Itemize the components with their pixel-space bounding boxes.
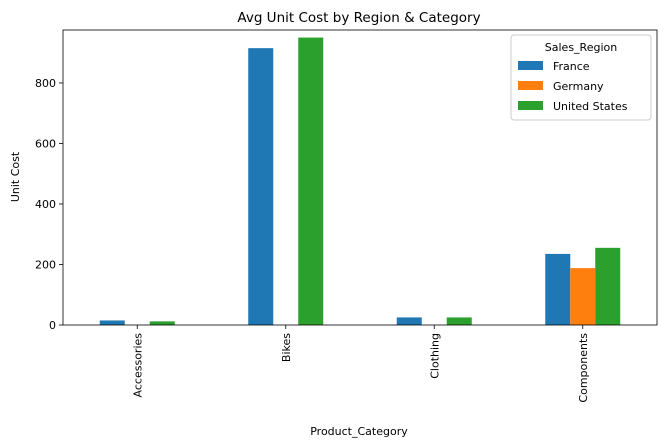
x-tick-label: Components	[577, 333, 590, 403]
legend-swatch	[518, 61, 543, 70]
bar-united-states-components	[595, 247, 621, 325]
plot-frame	[62, 29, 658, 326]
y-axis-label: Unit Cost	[9, 151, 22, 202]
x-axis-label: Product_Category	[310, 425, 408, 438]
y-tick-label: 400	[35, 198, 56, 211]
bar-united-states-accessories	[149, 321, 175, 325]
y-tick-label: 800	[35, 77, 56, 90]
chart-title: Avg Unit Cost by Region & Category	[237, 10, 480, 26]
y-tick-label: 0	[49, 319, 56, 332]
bar-france-clothing	[396, 317, 422, 325]
legend-label: Germany	[553, 80, 604, 93]
x-tick-label: Accessories	[131, 333, 144, 398]
y-tick-label: 600	[35, 137, 56, 150]
bar-united-states-clothing	[446, 317, 472, 325]
legend-label: France	[553, 60, 590, 73]
legend-title: Sales_Region	[545, 41, 617, 54]
plot-area: 0 200 400 600 800 Accessories Bikes Clothing Com…	[35, 29, 658, 403]
legend-label: United States	[553, 100, 628, 113]
legend: Sales_Region France Germany United States	[510, 34, 652, 121]
x-tick-label: Clothing	[428, 333, 441, 379]
x-tick-label: Bikes	[280, 333, 293, 362]
legend-swatch	[518, 101, 543, 110]
bar-france-accessories	[99, 320, 125, 325]
y-tick-label: 200	[35, 258, 56, 271]
bar-germany-components	[570, 268, 596, 325]
bar-france-bikes	[248, 48, 274, 326]
bar-france-components	[545, 253, 571, 325]
legend-swatch	[518, 81, 543, 90]
bar-united-states-bikes	[298, 37, 324, 326]
legend-box	[510, 34, 652, 121]
